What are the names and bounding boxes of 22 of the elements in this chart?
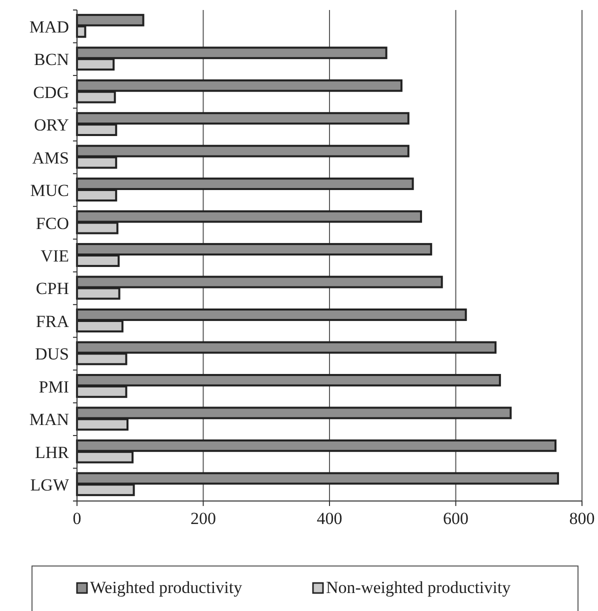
y-tick-label: MAD: [29, 17, 69, 36]
y-tick-label: VIE: [40, 246, 69, 266]
y-tick-label: FCO: [36, 214, 69, 233]
y-tick-label: DUS: [34, 344, 69, 364]
y-tick-label: PMI: [38, 377, 70, 396]
y-tick-label: FRA: [36, 312, 70, 331]
x-tick-label: 400: [316, 509, 342, 528]
y-tick-label: LHR: [35, 442, 70, 462]
y-tick-label: ORY: [34, 116, 69, 135]
y-tick-label: LGW: [30, 476, 70, 495]
x-tick-label: 600: [443, 509, 468, 528]
y-tick-label: CPH: [36, 279, 69, 298]
x-tick-label: 200: [190, 509, 216, 528]
legend-label: Weighted productivity: [90, 578, 243, 597]
y-tick-label: MUC: [30, 181, 69, 200]
x-tick-label: 800: [569, 509, 595, 528]
y-tick-label: CDG: [33, 82, 69, 102]
y-tick-label: MAN: [29, 410, 69, 430]
y-tick-label: BCN: [34, 50, 69, 70]
x-tick-label: 0: [72, 509, 82, 528]
legend-label: Non-weighted productivity: [326, 578, 512, 597]
y-tick-label: AMS: [32, 148, 69, 168]
